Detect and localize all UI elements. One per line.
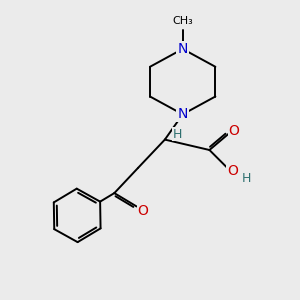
Text: N: N bbox=[178, 107, 188, 121]
Text: O: O bbox=[138, 204, 148, 218]
Text: H: H bbox=[241, 172, 251, 185]
Text: CH₃: CH₃ bbox=[172, 16, 193, 26]
Text: N: N bbox=[178, 42, 188, 56]
Text: O: O bbox=[229, 124, 240, 138]
Text: H: H bbox=[173, 128, 182, 141]
Text: O: O bbox=[227, 164, 238, 178]
